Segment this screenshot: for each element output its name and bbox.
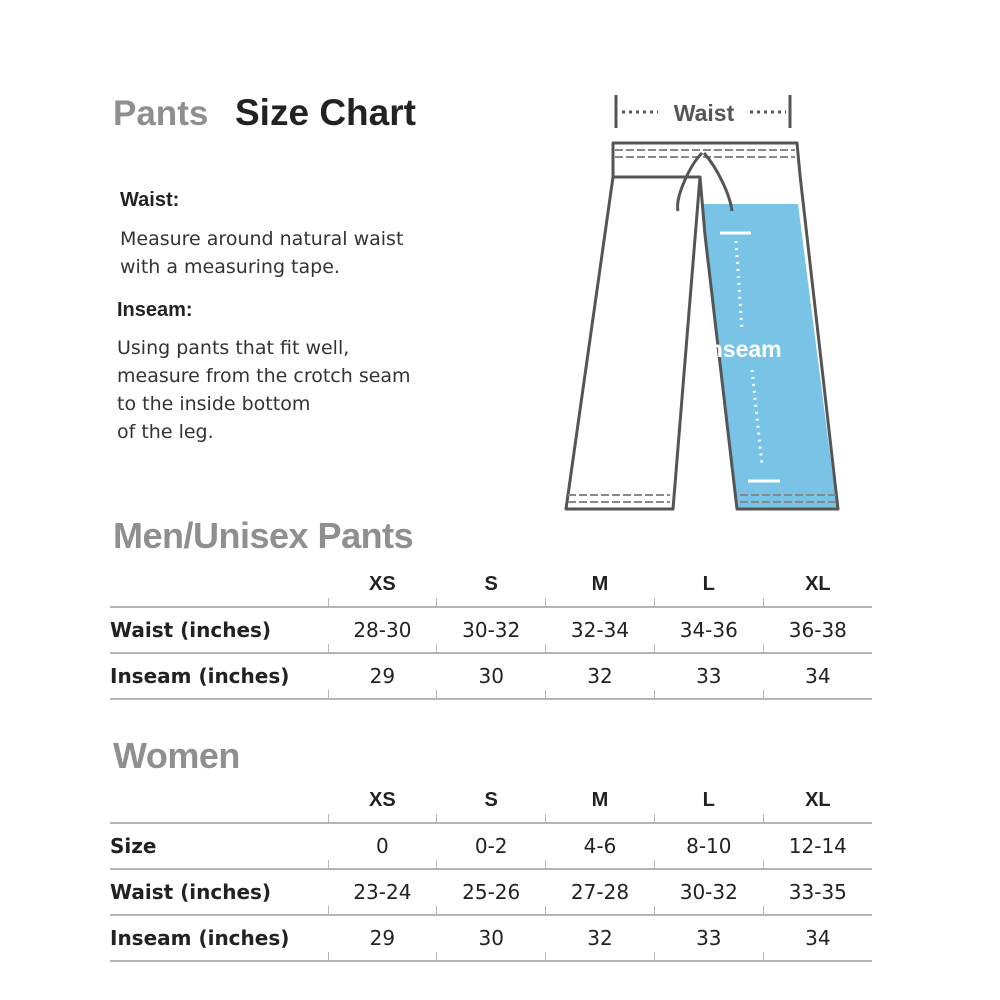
drawstring-icon <box>676 151 734 212</box>
table-header-empty <box>110 778 328 824</box>
table-cell: 4-6 <box>545 823 655 870</box>
inseam-highlight <box>703 204 837 509</box>
size-header-xs: XS <box>328 778 437 824</box>
size-header-xl: XL <box>763 778 872 824</box>
table-cell: 25-26 <box>436 869 546 916</box>
men-unisex-title: Men/Unisex Pants <box>113 515 414 556</box>
table-cell: 32-34 <box>545 607 655 654</box>
waist-heading: Waist: <box>120 189 180 211</box>
table-cell: 36-38 <box>763 607 872 654</box>
table-cell: 0-2 <box>436 823 546 870</box>
table-cell: 28-30 <box>328 607 437 654</box>
row-label: Waist (inches) <box>110 869 328 916</box>
inseam-heading: Inseam: <box>117 299 193 321</box>
waist-instructions: Measure around natural waist with a meas… <box>120 228 404 278</box>
table-cell: 32 <box>545 915 655 962</box>
size-header-s: S <box>436 562 546 608</box>
table-row-waist: Waist (inches) 28-30 30-32 32-34 34-36 3… <box>110 607 872 654</box>
men-size-table: XS S M L XL Waist (inches) 28-30 30-32 3… <box>110 562 872 700</box>
size-header-m: M <box>545 778 655 824</box>
table-cell: 30-32 <box>654 869 764 916</box>
table-row-size: Size 0 0-2 4-6 8-10 12-14 <box>110 823 872 870</box>
table-cell: 30-32 <box>436 607 546 654</box>
table-cell: 0 <box>328 823 437 870</box>
hem-stitching <box>568 494 836 503</box>
table-cell: 30 <box>436 653 546 700</box>
table-header-row: XS S M L XL <box>110 562 872 608</box>
pants-diagram: Waist Inseam <box>564 95 840 511</box>
table-cell: 33-35 <box>763 869 872 916</box>
table-cell: 34 <box>763 653 872 700</box>
table-cell: 33 <box>654 653 764 700</box>
row-label: Size <box>110 823 328 870</box>
size-header-s: S <box>436 778 546 824</box>
table-cell: 27-28 <box>545 869 655 916</box>
inseam-diagram-label: Inseam <box>702 336 781 362</box>
inseam-measure-indicator: Inseam <box>702 231 782 483</box>
table-cell: 30 <box>436 915 546 962</box>
waist-measure-indicator: Waist <box>614 95 792 128</box>
size-header-l: L <box>654 562 764 608</box>
table-row-inseam: Inseam (inches) 29 30 32 33 34 <box>110 653 872 700</box>
table-cell: 23-24 <box>328 869 437 916</box>
table-cell: 29 <box>328 653 437 700</box>
size-header-xs: XS <box>328 562 437 608</box>
waistband-stitching <box>615 149 795 158</box>
row-label: Waist (inches) <box>110 607 328 654</box>
title-size-chart: Size Chart <box>235 92 416 133</box>
women-size-table: XS S M L XL Size 0 0-2 4-6 8-10 12-14 Wa… <box>110 778 872 962</box>
table-cell: 33 <box>654 915 764 962</box>
table-cell: 29 <box>328 915 437 962</box>
title-pants: Pants <box>113 94 209 133</box>
table-row-waist: Waist (inches) 23-24 25-26 27-28 30-32 3… <box>110 869 872 916</box>
table-cell: 34-36 <box>654 607 764 654</box>
size-header-m: M <box>545 562 655 608</box>
row-label: Inseam (inches) <box>110 915 328 962</box>
women-title: Women <box>113 735 240 776</box>
size-header-l: L <box>654 778 764 824</box>
table-row-inseam: Inseam (inches) 29 30 32 33 34 <box>110 915 872 962</box>
table-cell: 34 <box>763 915 872 962</box>
table-cell: 12-14 <box>763 823 872 870</box>
row-label: Inseam (inches) <box>110 653 328 700</box>
table-cell: 32 <box>545 653 655 700</box>
table-cell: 8-10 <box>654 823 764 870</box>
waist-diagram-label: Waist <box>674 100 735 126</box>
table-header-empty <box>110 562 328 608</box>
size-header-xl: XL <box>763 562 872 608</box>
table-header-row: XS S M L XL <box>110 778 872 824</box>
inseam-instructions: Using pants that fit well, measure from … <box>117 337 411 443</box>
